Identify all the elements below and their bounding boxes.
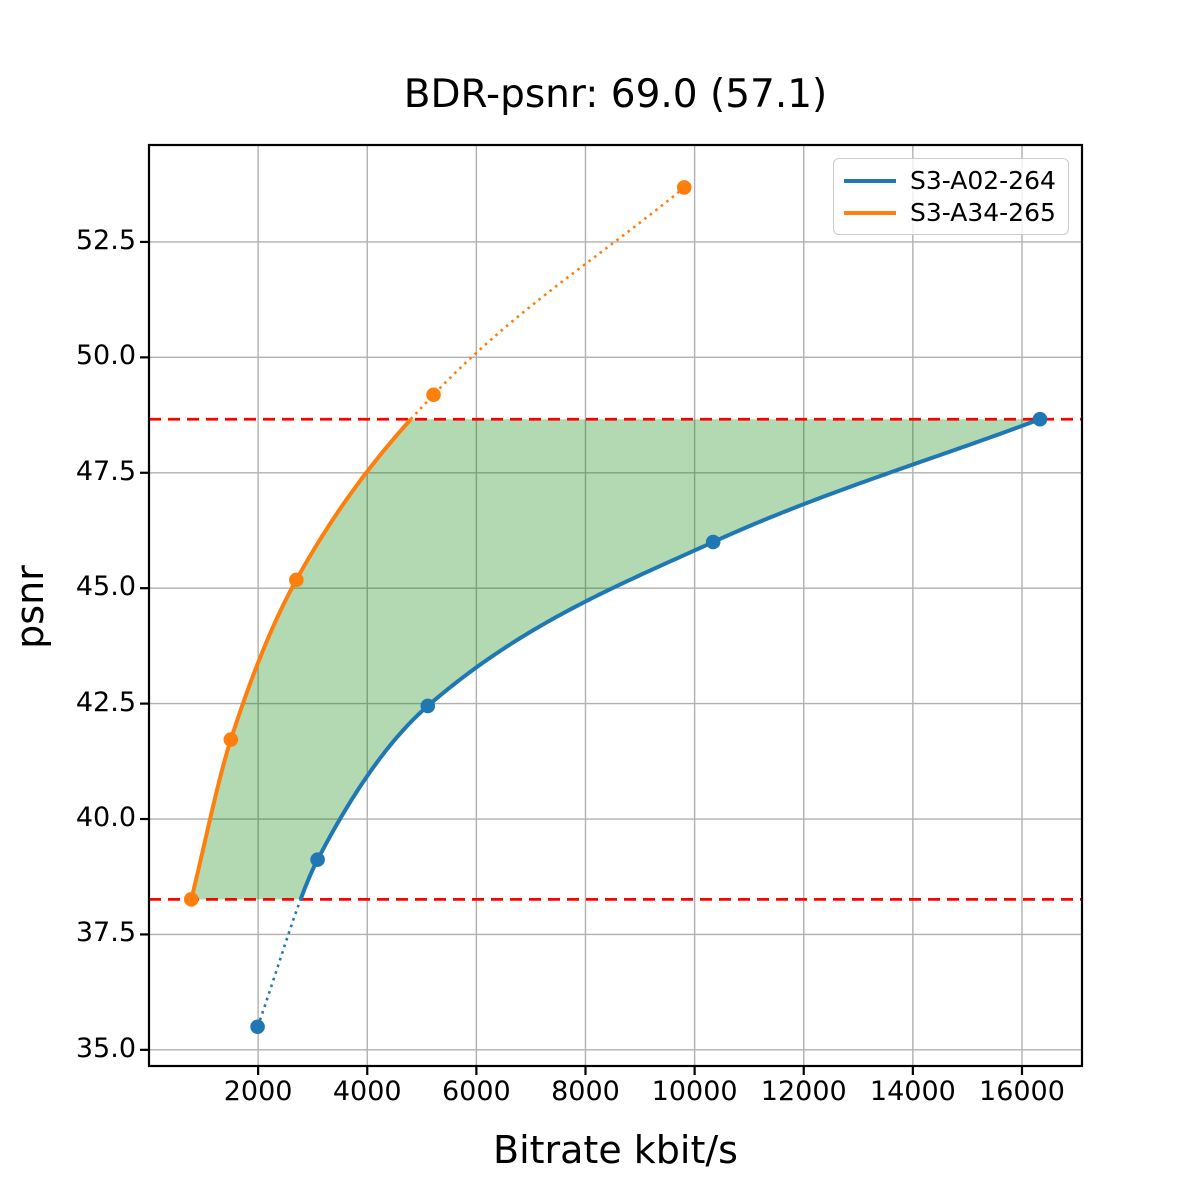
legend-item-s3-a02-264: S3-A02-264 (844, 166, 1058, 195)
y-tick-label: 42.5 (75, 686, 136, 718)
data-point-marker (1032, 411, 1048, 427)
y-tick-label: 45.0 (75, 571, 136, 603)
data-point-marker (310, 852, 325, 867)
data-point-marker (676, 180, 692, 195)
y-tick-label: 50.0 (75, 340, 136, 372)
legend-label: S3-A02-264 (910, 166, 1056, 195)
x-tick-label: 6000 (442, 1076, 511, 1107)
y-tick-label: 47.5 (75, 455, 136, 487)
x-tick-label: 4000 (332, 1076, 402, 1107)
series-line-dotted-s3-a34-265 (409, 186, 686, 421)
legend-line-swatch-orange (844, 210, 896, 215)
shaded-region (191, 419, 1040, 900)
data-point-marker (420, 698, 436, 714)
data-point-marker (250, 1019, 265, 1035)
data-point-marker (289, 572, 304, 588)
data-point-marker (705, 534, 721, 550)
y-tick-label: 37.5 (75, 917, 136, 949)
x-tick-label: 16000 (979, 1076, 1065, 1107)
data-point-marker (426, 387, 441, 403)
x-tick-label: 8000 (551, 1076, 620, 1107)
y-tick-label: 52.5 (75, 224, 136, 256)
series-line-dotted-s3-a02-264 (256, 898, 302, 1028)
x-tick-label: 14000 (869, 1076, 956, 1107)
x-tick-label: 10000 (651, 1076, 738, 1107)
data-point-marker (223, 732, 239, 747)
y-tick-label: 35.0 (75, 1032, 136, 1064)
chart-title: BDR-psnr: 69.0 (57.1) (403, 72, 828, 117)
series-line-solid-s3-a02-264 (298, 417, 1041, 901)
x-tick-label: 12000 (760, 1076, 847, 1107)
x-axis-label: Bitrate kbit/s (493, 1128, 738, 1172)
data-point-marker (183, 892, 199, 907)
y-tick-label: 40.0 (75, 802, 136, 833)
legend: S3-A02-264 S3-A34-265 (833, 158, 1069, 235)
x-tick-label: 2000 (223, 1076, 293, 1107)
legend-label: S3-A34-265 (910, 198, 1056, 227)
legend-item-s3-a34-265: S3-A34-265 (844, 198, 1058, 227)
plot-border (147, 143, 1084, 1068)
series-line-solid-s3-a34-265 (189, 417, 413, 900)
y-axis-label: psnr (8, 565, 52, 649)
legend-line-swatch-blue (844, 178, 896, 183)
